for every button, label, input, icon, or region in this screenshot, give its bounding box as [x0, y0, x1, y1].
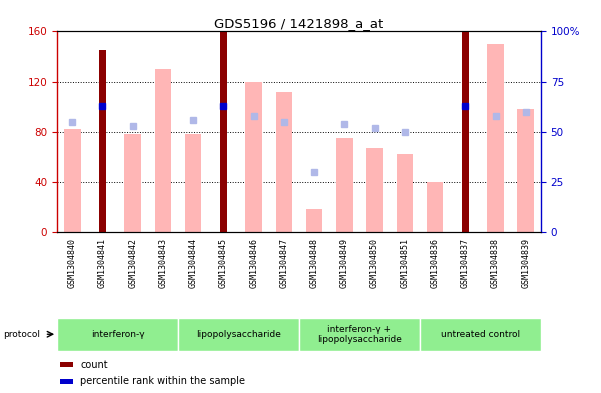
Text: GSM1304843: GSM1304843	[159, 238, 168, 288]
Text: GSM1304844: GSM1304844	[189, 238, 198, 288]
Text: GSM1304849: GSM1304849	[340, 238, 349, 288]
Text: untreated control: untreated control	[441, 330, 520, 339]
Text: GSM1304848: GSM1304848	[310, 238, 319, 288]
Bar	[59, 379, 73, 384]
Text: count: count	[81, 360, 108, 370]
Text: GSM1304839: GSM1304839	[521, 238, 530, 288]
Bar	[276, 92, 292, 232]
Bar	[487, 44, 504, 232]
Text: GSM1304851: GSM1304851	[400, 238, 409, 288]
Text: GSM1304845: GSM1304845	[219, 238, 228, 288]
Bar	[427, 182, 444, 232]
Text: GSM1304841: GSM1304841	[98, 238, 107, 288]
Bar	[185, 134, 201, 232]
Title: GDS5196 / 1421898_a_at: GDS5196 / 1421898_a_at	[215, 17, 383, 30]
Bar	[99, 50, 106, 232]
Text: interferon-γ +
lipopolysaccharide: interferon-γ + lipopolysaccharide	[317, 325, 402, 344]
Bar	[517, 109, 534, 232]
Text: percentile rank within the sample: percentile rank within the sample	[81, 376, 245, 386]
Bar	[306, 209, 322, 232]
Bar	[420, 318, 541, 351]
Bar	[59, 362, 73, 367]
Text: GSM1304847: GSM1304847	[279, 238, 288, 288]
Text: GSM1304838: GSM1304838	[491, 238, 500, 288]
Bar	[462, 31, 469, 232]
Bar	[366, 148, 383, 232]
Bar	[57, 318, 178, 351]
Text: GSM1304837: GSM1304837	[461, 238, 470, 288]
Text: GSM1304836: GSM1304836	[430, 238, 439, 288]
Bar	[299, 318, 420, 351]
Bar	[219, 31, 227, 232]
Text: lipopolysaccharide: lipopolysaccharide	[196, 330, 281, 339]
Bar	[154, 69, 171, 232]
Text: GSM1304842: GSM1304842	[128, 238, 137, 288]
Text: GSM1304850: GSM1304850	[370, 238, 379, 288]
Text: GSM1304846: GSM1304846	[249, 238, 258, 288]
Bar	[336, 138, 353, 232]
Bar	[397, 154, 413, 232]
Text: protocol: protocol	[3, 330, 40, 339]
Bar	[124, 134, 141, 232]
Bar	[178, 318, 299, 351]
Bar	[245, 82, 262, 232]
Bar	[64, 129, 81, 232]
Text: GSM1304840: GSM1304840	[68, 238, 77, 288]
Text: interferon-γ: interferon-γ	[91, 330, 144, 339]
